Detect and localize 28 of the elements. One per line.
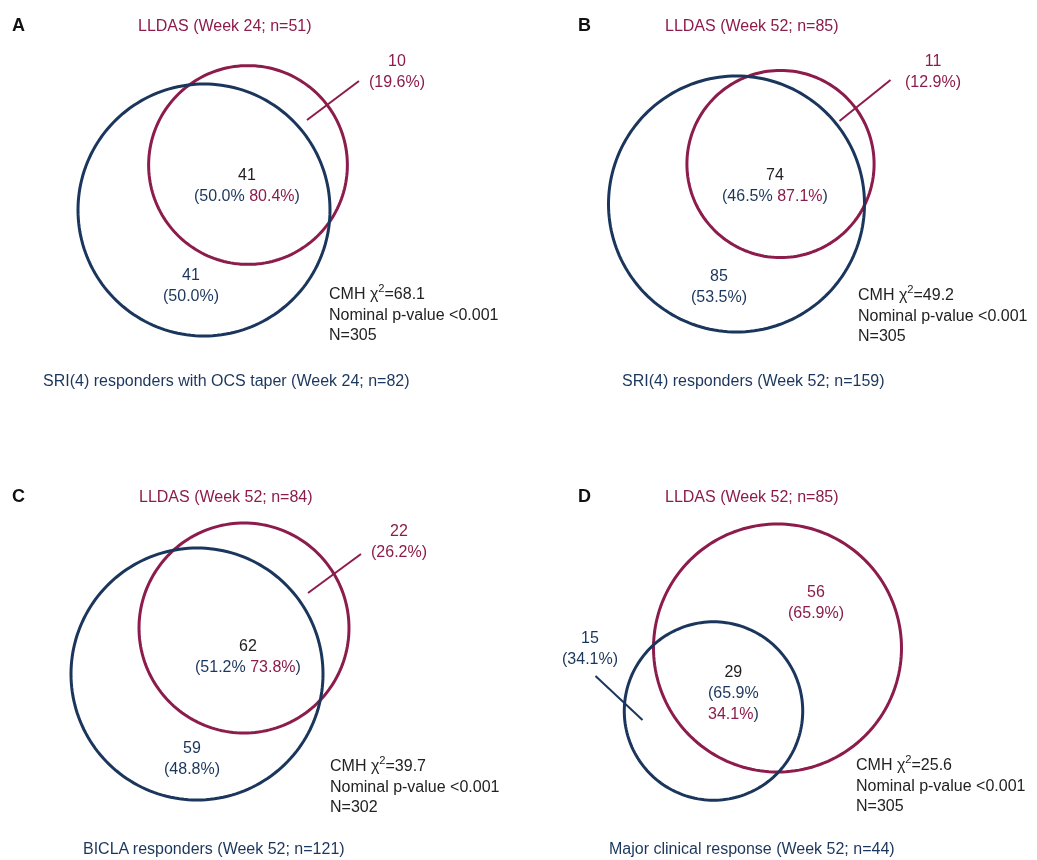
data-label: 15 (34.1%) [562, 629, 619, 667]
data-label: 10 (19.6%) [369, 52, 426, 90]
data-label: 74 (46.5% 87.1%) [722, 166, 828, 204]
text: SRI(4) responders with OCS taper (Week 24; n=82) [43, 372, 410, 389]
text: B [578, 15, 591, 35]
text: LLDAS (Week 24; n=51) [138, 17, 312, 34]
text: SRI(4) responders (Week 52; n=159) [622, 372, 885, 389]
text: LLDAS (Week 52; n=84) [139, 488, 313, 505]
data-label: 29 (65.9% 34.1%) [708, 663, 759, 722]
data-label: 56 (65.9%) [788, 583, 845, 621]
text: CMH χ$^{2}$=68.1 Nominal p-value <0.001 N=305 [329, 282, 499, 344]
data-label: 22 (26.2%) [371, 522, 428, 560]
data-label: 85 (53.5%) [691, 267, 748, 305]
data-label: 41 (50.0% 80.4%) [194, 166, 300, 204]
data-label: 41 (50.0%) [163, 266, 220, 304]
text: C [12, 486, 25, 506]
text: BICLA responders (Week 52; n=121) [83, 840, 345, 857]
data-label: 11 (12.9%) [905, 52, 962, 90]
text: CMH χ$^{2}$=39.7 Nominal p-value <0.001 N=302 [330, 754, 500, 816]
text: CMH χ$^{2}$=49.2 Nominal p-value <0.001 N=305 [858, 283, 1028, 345]
text: LLDAS (Week 52; n=85) [665, 488, 839, 505]
text: CMH χ$^{2}$=25.6 Nominal p-value <0.001 N=305 [856, 753, 1026, 815]
text: D [578, 486, 591, 506]
text: LLDAS (Week 52; n=85) [665, 17, 839, 34]
data-label: 62 (51.2% 73.8%) [195, 637, 301, 675]
text: Major clinical response (Week 52; n=44) [609, 840, 895, 857]
text: A [12, 15, 25, 35]
data-label: 59 (48.8%) [164, 739, 221, 777]
